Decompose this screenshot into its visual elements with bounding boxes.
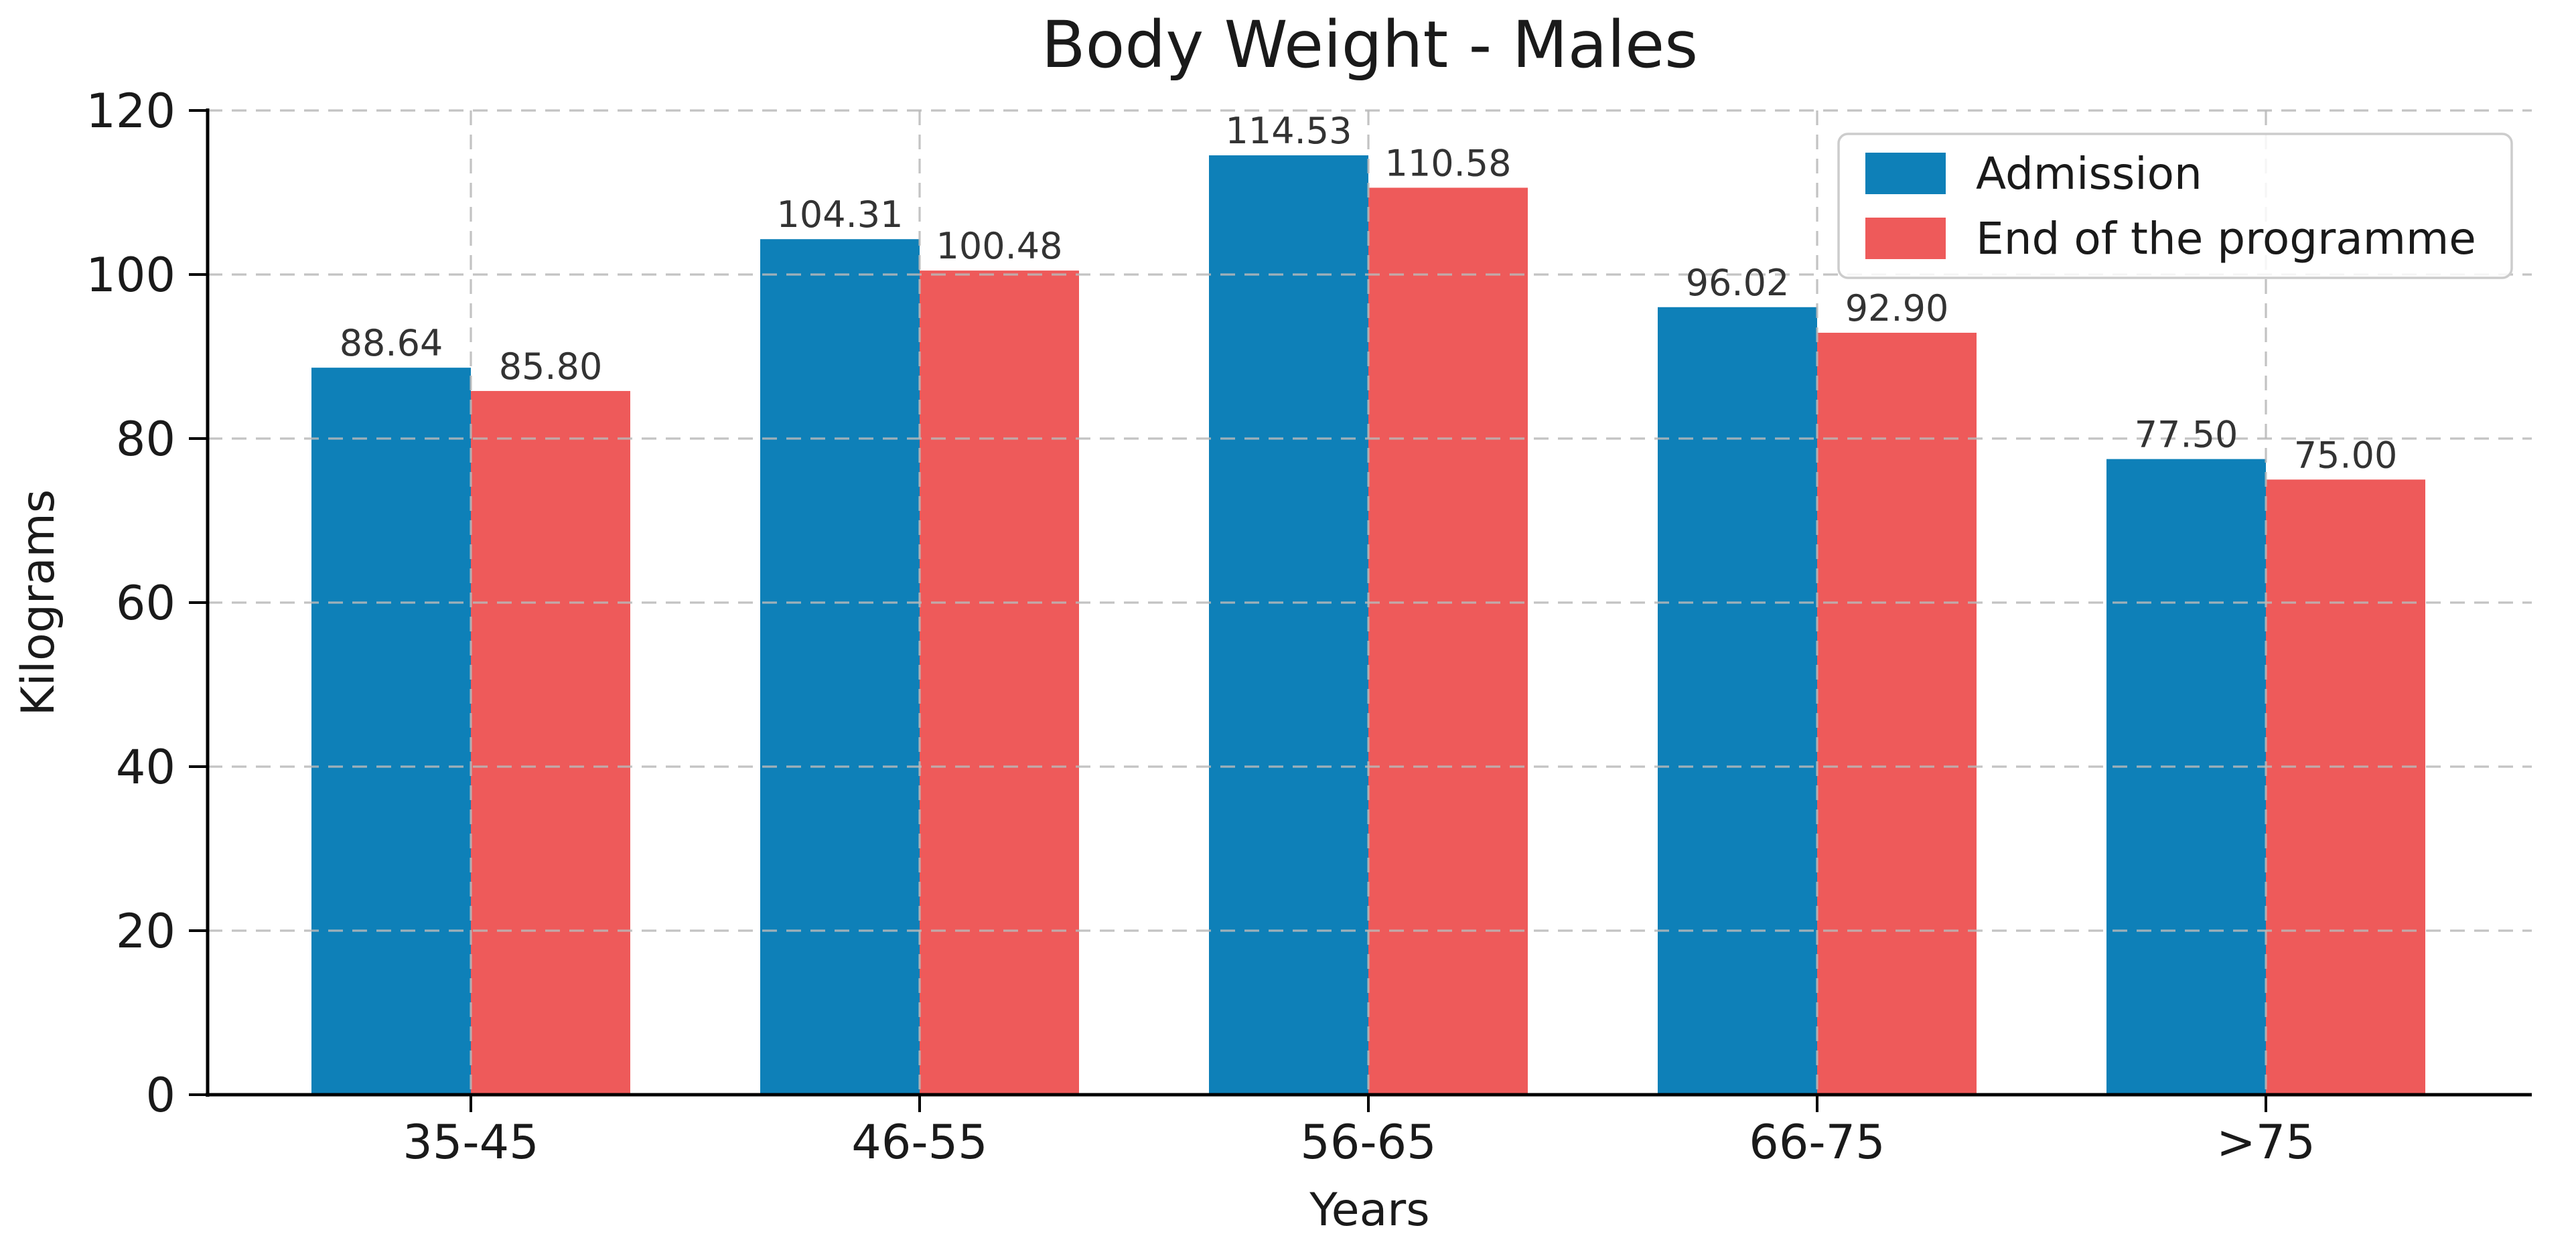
x-axis-label: Years (1309, 1184, 1429, 1237)
y-tick-label-100: 100 (86, 248, 175, 303)
bar-admission-46-55 (760, 239, 920, 1095)
bar-end-of-programme-66-75 (1817, 332, 1977, 1095)
value-label-admission-56-65: 114.53 (1226, 110, 1352, 152)
value-label-admission-46-55: 104.31 (777, 193, 904, 236)
legend-label-admission: Admission (1976, 148, 2202, 200)
legend-box (1837, 133, 2513, 279)
y-tick-label-20: 20 (116, 904, 175, 959)
value-label-admission-66-75: 96.02 (1686, 262, 1790, 304)
x-tick-label-35-45: 35-45 (403, 1115, 539, 1170)
bar-admission-35-45 (311, 368, 471, 1095)
legend-swatch-admission (1865, 153, 1946, 194)
value-label-end-of-programme-35-45: 85.80 (499, 345, 603, 388)
x-tick-label-66-75: 66-75 (1749, 1115, 1885, 1170)
chart-title: Body Weight - Males (1042, 7, 1698, 82)
y-axis-label: Kilograms (12, 489, 65, 716)
y-tick-label-40: 40 (116, 740, 175, 795)
value-label-end-of-programme-56-65: 110.58 (1385, 142, 1512, 184)
bar-end-of-programme-46-55 (920, 270, 1079, 1095)
bar-end-of-programme->75 (2266, 479, 2425, 1095)
x-tick-label-56-65: 56-65 (1300, 1115, 1436, 1170)
x-tick-label-46-55: 46-55 (851, 1115, 987, 1170)
x-tick-label->75: >75 (2216, 1115, 2315, 1170)
y-tick-label-60: 60 (116, 576, 175, 631)
value-label-end-of-programme-46-55: 100.48 (936, 225, 1063, 267)
value-label-admission->75: 77.50 (2135, 414, 2238, 456)
bar-end-of-programme-56-65 (1368, 187, 1528, 1095)
value-label-admission-35-45: 88.64 (340, 322, 443, 364)
legend-swatch-end-of-programme (1865, 218, 1946, 259)
y-tick-label-0: 0 (145, 1068, 175, 1123)
bar-admission-56-65 (1209, 155, 1368, 1095)
value-label-end-of-programme-66-75: 92.90 (1845, 287, 1949, 329)
y-tick-label-80: 80 (116, 412, 175, 467)
y-tick-label-120: 120 (86, 84, 175, 139)
bar-admission-66-75 (1658, 307, 1817, 1095)
legend-label-end-of-programme: End of the programme (1976, 213, 2476, 264)
bar-admission->75 (2106, 459, 2266, 1095)
bar-end-of-programme-35-45 (471, 390, 630, 1095)
value-label-end-of-programme->75: 75.00 (2294, 434, 2398, 476)
